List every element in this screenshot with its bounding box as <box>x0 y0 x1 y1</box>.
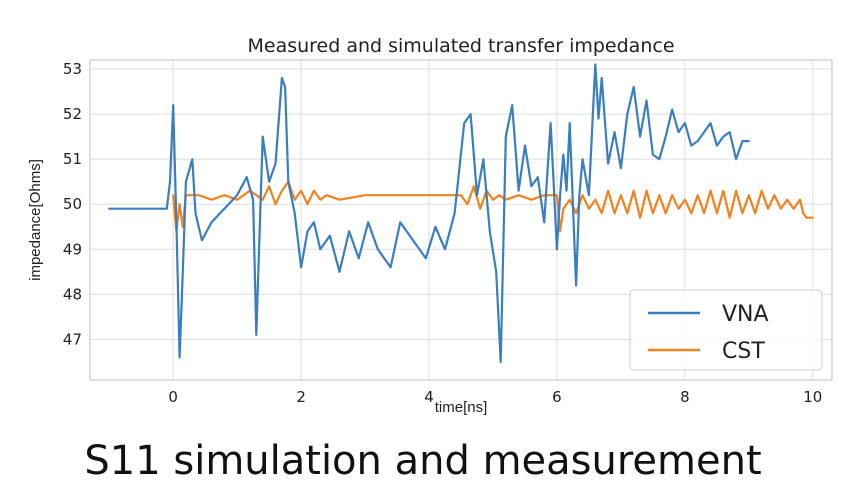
tick-labels: 0 2 4 6 8 10 47 48 49 50 51 52 53 <box>63 60 822 406</box>
impedance-chart: 0 2 4 6 8 10 47 48 49 50 51 52 53 Measured and simul… <box>27 35 833 416</box>
x-tick-label: 6 <box>552 388 562 406</box>
x-tick-label: 10 <box>803 388 822 406</box>
x-tick-label: 0 <box>168 388 178 406</box>
y-tick-label: 52 <box>63 105 82 123</box>
y-axis-label: impedance[Ohms] <box>27 159 44 281</box>
legend-label-cst: CST <box>722 339 765 364</box>
x-axis-label: time[ns] <box>435 399 488 416</box>
slide-caption: S11 simulation and measurement <box>84 438 762 484</box>
y-tick-label: 53 <box>63 60 82 78</box>
x-tick-label: 4 <box>424 388 434 406</box>
legend: VNA CST <box>629 289 823 371</box>
y-tick-label: 50 <box>63 195 82 213</box>
chart-title: Measured and simulated transfer impedanc… <box>247 35 674 57</box>
series-layer <box>108 63 814 364</box>
y-tick-label: 47 <box>63 330 82 348</box>
y-tick-label: 48 <box>63 285 82 303</box>
x-tick-label: 2 <box>296 388 306 406</box>
x-tick-label: 8 <box>680 388 690 406</box>
y-tick-label: 51 <box>63 150 82 168</box>
series-line-cst <box>172 180 814 233</box>
y-tick-label: 49 <box>63 240 82 258</box>
legend-label-vna: VNA <box>722 302 769 327</box>
series-line-vna <box>108 63 750 364</box>
